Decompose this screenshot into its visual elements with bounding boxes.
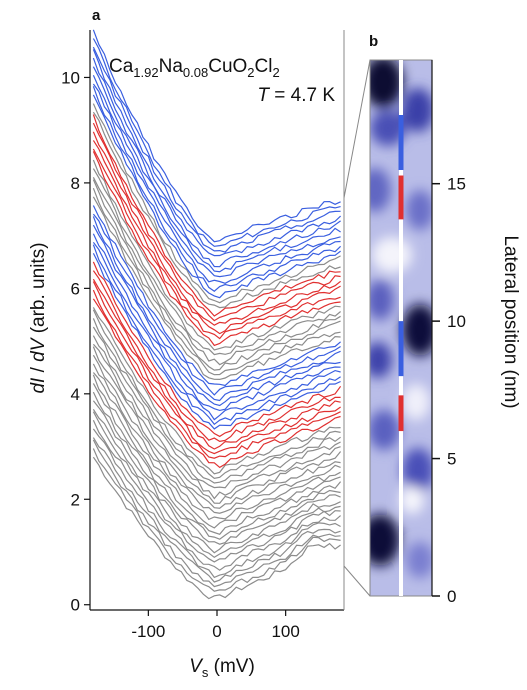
spectrum-curve (92, 448, 341, 592)
x-ticks: -100 0 100 (131, 610, 300, 641)
spectra-plot: 0 2 4 6 8 10 -100 0 100 (61, 29, 345, 641)
temperature-label: T = 4.7 K (257, 85, 335, 106)
spectrum-curve (92, 241, 341, 421)
spectrum-curve (92, 363, 341, 521)
x-tick-label: -100 (131, 622, 165, 641)
spectrum-curve (92, 29, 341, 243)
spectrum-curve (92, 216, 341, 402)
lateral-tick-label: 15 (447, 175, 466, 194)
spectrum-curve (92, 346, 341, 509)
spectrum-curve (92, 122, 341, 322)
spectrum-curve (92, 391, 341, 545)
spectrum-curve (92, 439, 341, 588)
spectrum-curve (92, 103, 341, 304)
spectrum-curve (92, 94, 341, 299)
spectrum-curve (92, 179, 341, 371)
spectrum-curve (92, 372, 341, 529)
y-ticks: 0 2 4 6 8 10 (61, 68, 90, 615)
spectrum-curve (92, 131, 341, 326)
spectrum-curve (92, 86, 342, 292)
spectrum-curve (92, 75, 341, 278)
spectrum-curve (92, 83, 341, 284)
zoom-line-bottom (343, 565, 371, 597)
spectrum-curve (92, 57, 341, 268)
y-tick-label: 0 (71, 596, 80, 615)
y-tick-label: 10 (61, 68, 80, 87)
spectrum-curve (92, 411, 341, 563)
spectrum-curve (92, 213, 341, 396)
spectrum-curve (92, 114, 341, 317)
lateral-axis: 0 5 10 15 (431, 60, 466, 606)
spectrum-curve (92, 196, 341, 381)
spectrum-curve (92, 289, 341, 459)
spectrum-curve (92, 281, 341, 455)
spectrum-curve (92, 318, 341, 484)
spectrum-curve (92, 111, 341, 309)
stm-image (369, 59, 433, 597)
zoom-line-top (343, 59, 371, 199)
spectrum-curve (92, 38, 341, 247)
spectrum-curve (92, 326, 341, 489)
spectrum-curve (92, 140, 341, 335)
spectrum-curve (92, 298, 341, 469)
y-tick-label: 2 (71, 490, 80, 509)
y-tick-label: 6 (71, 279, 80, 298)
lateral-tick-label: 10 (447, 312, 466, 331)
spectrum-curve (92, 335, 341, 500)
lateral-ticks: 0 5 10 15 (432, 175, 466, 606)
lateral-axis-title: Lateral position (nm) (500, 235, 521, 408)
spectrum-curve (92, 261, 342, 438)
spectra-curves (92, 29, 342, 600)
spectrum-curve (92, 253, 341, 430)
spectrum-curve (92, 383, 341, 540)
spectrum-curve (92, 354, 341, 514)
spectrum-curve (92, 408, 341, 559)
spectrum-curve (92, 66, 341, 273)
lateral-tick-label: 5 (447, 450, 456, 469)
spectrum-curve (92, 278, 341, 450)
spectrum-curve (92, 187, 341, 376)
spectrum-curve (92, 420, 341, 571)
x-axis-title: Vs (mV) (189, 656, 255, 680)
spectrum-curve (92, 159, 341, 351)
panel-b-label: b (369, 33, 378, 50)
spectrum-curve (92, 233, 341, 412)
spectrum-curve (92, 428, 341, 579)
x-tick-label: 100 (271, 622, 299, 641)
spectrum-curve (92, 374, 342, 535)
spectrum-curve (92, 151, 341, 347)
compound-label: Ca1.92Na0.08CuO2Cl2 (109, 56, 280, 80)
spectrum-curve (92, 49, 342, 257)
spectrum-curve (92, 270, 341, 443)
spectrum-curve (92, 205, 341, 387)
x-tick-label: 0 (212, 622, 221, 641)
spectrum-curve (92, 168, 341, 356)
spectrum-curve (92, 46, 341, 253)
y-tick-label: 4 (71, 385, 80, 404)
spectrum-curve (92, 343, 342, 504)
spectrum-curve (92, 244, 341, 426)
spectrum-curve (92, 148, 341, 340)
spectrum-curve (92, 437, 341, 583)
spectrum-curve (92, 177, 341, 366)
lateral-tick-label: 0 (447, 587, 456, 606)
spectrum-curve (92, 309, 341, 480)
spectrum-curve (92, 400, 341, 554)
spectrum-curve (92, 456, 341, 600)
y-axis-title: dI / dV (arb. units) (28, 242, 49, 393)
spectrum-curve (92, 224, 341, 407)
spectrum-curve (92, 307, 341, 475)
panel-a-label: a (92, 7, 101, 24)
y-tick-label: 8 (71, 174, 80, 193)
